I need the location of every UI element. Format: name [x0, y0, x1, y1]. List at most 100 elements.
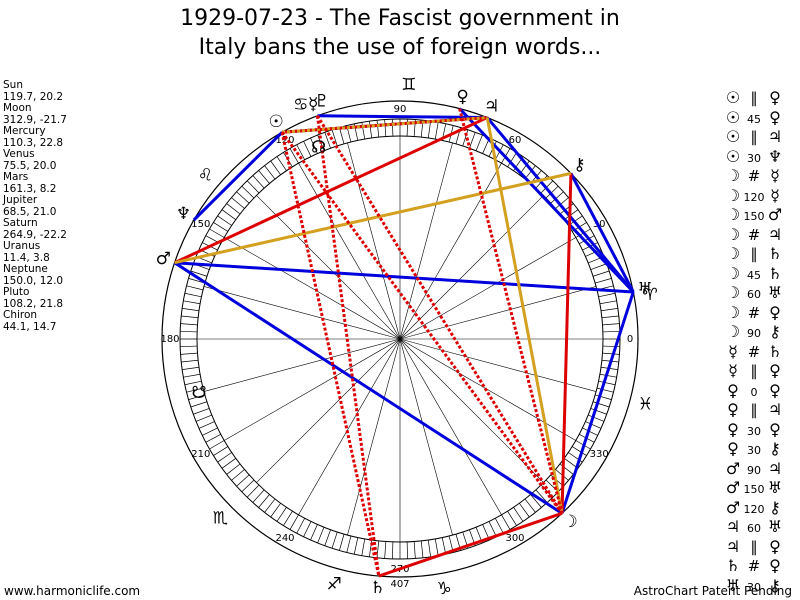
division-spoke: [399, 338, 597, 392]
aspect-planet-1: ☽: [725, 166, 741, 185]
degree-tick: [376, 120, 380, 138]
aspect-planet-2: ♆: [767, 146, 783, 166]
planet-name-neptune: Neptune: [3, 263, 48, 275]
degree-tick: [180, 330, 198, 333]
degree-tick: [231, 197, 245, 209]
chart-title-line-1: 1929-07-23 - The Fascist government in: [180, 6, 620, 31]
degree-tick: [600, 308, 618, 312]
degree-tick: [391, 119, 394, 137]
aspect-row: ☉ 30 ♆: [724, 147, 800, 167]
degree-tick: [590, 408, 607, 415]
degree-tick: [182, 308, 200, 312]
degree-tick: [236, 474, 250, 487]
aspect-line: [315, 115, 381, 577]
degree-tick: [585, 421, 602, 429]
degree-tick: [595, 394, 612, 400]
degree-tick: [241, 185, 255, 199]
degree-tick: [181, 359, 199, 363]
degree-tick: [252, 489, 265, 503]
scorpio-sign: ♏: [213, 509, 228, 529]
degree-tick: [346, 535, 352, 553]
aspect-planet-1: ♄: [725, 556, 741, 575]
aspect-type: ∥: [750, 89, 758, 107]
degree-tick: [434, 538, 439, 556]
aspect-planet-1: ♃: [725, 517, 741, 536]
degree-tick: [209, 228, 225, 238]
degree-tick: [303, 521, 312, 537]
degree-tick: [258, 170, 270, 184]
aspect-planet-1: ☉: [725, 88, 741, 107]
aspect-planet-2: ♄: [767, 263, 783, 283]
capricorn-sign: ♑: [436, 579, 451, 599]
division-spoke: [203, 286, 401, 340]
footer-website[interactable]: www.harmoniclife.com: [4, 584, 141, 598]
aries-sign: ♈: [643, 285, 658, 305]
degree-tick: [296, 144, 306, 160]
degree-tick: [180, 345, 198, 348]
aspect-row: ☽ 60 ♅: [724, 283, 800, 303]
aspect-row: ♃ 60 ♅: [724, 517, 800, 537]
aspect-line: [192, 131, 284, 222]
aspect-type: 90: [747, 327, 761, 340]
aspect-row: ♀ 30 ⚷: [724, 439, 800, 459]
aspect-planet-2: ♅: [767, 283, 783, 302]
degree-tick: [221, 458, 236, 469]
division-spoke: [224, 237, 401, 340]
degree-tick: [598, 292, 616, 298]
degree-tick: [384, 119, 387, 137]
aspect-planet-2: ☿: [770, 166, 780, 185]
aspect-line: [486, 116, 635, 293]
aspect-list: ☉ ∥ ♀ ☉ 45 ♀ ☉ ∥ ♃ ☉ 30 ♆ ☽ # ☿ ☽ 120 ☿ ☽ 150 ♂ ☽ # ♃ ☽ ∥ ♄ ☽ 45 ♄ ☽ 60…: [724, 88, 800, 595]
degree-label: 90: [394, 104, 407, 115]
division-spoke: [256, 195, 401, 340]
neptune-glyph: ♆: [176, 204, 191, 224]
degree-tick: [602, 330, 620, 333]
chiron-glyph: ⚷: [573, 155, 585, 175]
division-spoke: [399, 286, 597, 340]
degree-tick: [241, 479, 255, 493]
pluto-glyph: ♇: [314, 92, 329, 112]
sagittarius-sign: ♐: [327, 574, 342, 594]
aspect-planet-1: ♅: [725, 575, 741, 595]
degree-label: 240: [275, 533, 294, 544]
degree-tick: [264, 498, 276, 513]
degree-tick: [579, 235, 595, 245]
planet-coords-mars: 161.3, 8.2: [3, 182, 57, 195]
degree-tick: [303, 141, 312, 157]
aspect-planet-2: ⚷: [769, 322, 781, 341]
planet-name-pluto: Pluto: [3, 286, 30, 298]
degree-tick: [599, 300, 617, 305]
degree-tick: [590, 263, 607, 270]
degree-label: 180: [160, 334, 179, 345]
aspect-planet-2: ⚷: [769, 439, 781, 458]
degree-tick: [545, 185, 559, 199]
aspect-planet-1: ☽: [725, 283, 741, 302]
aspect-row: ♀ 0 ♀: [724, 381, 800, 401]
aspect-planet-1: ☉: [725, 146, 741, 166]
degree-tick: [236, 191, 250, 204]
degree-tick: [434, 122, 439, 140]
degree-tick: [588, 414, 605, 422]
aspect-line: [560, 173, 573, 514]
aspect-type: 30: [747, 580, 761, 594]
aspect-row: ☽ # ☿: [724, 166, 800, 186]
aspect-planet-1: ☽: [725, 185, 741, 205]
aspect-planet-2: ♅: [767, 517, 783, 536]
degree-tick: [427, 539, 431, 557]
degree-tick: [406, 119, 409, 137]
degree-tick: [361, 122, 366, 140]
aspect-type: 30: [747, 444, 761, 457]
chart-title-line-2: Italy bans the use of foreign words...: [198, 35, 602, 60]
aspect-type: 30: [747, 151, 761, 165]
aspect-line: [378, 511, 563, 578]
degree-tick: [602, 323, 620, 326]
degree-tick: [213, 222, 229, 232]
degree-tick: [501, 514, 511, 530]
jupiter-glyph: ♃: [484, 96, 499, 116]
degree-tick: [550, 191, 564, 204]
aspect-planet-2: ♃: [767, 458, 783, 478]
aspect-type: 30: [747, 424, 761, 438]
aspect-type: ∥: [750, 401, 758, 419]
cancer-sign: ♋: [293, 95, 308, 115]
